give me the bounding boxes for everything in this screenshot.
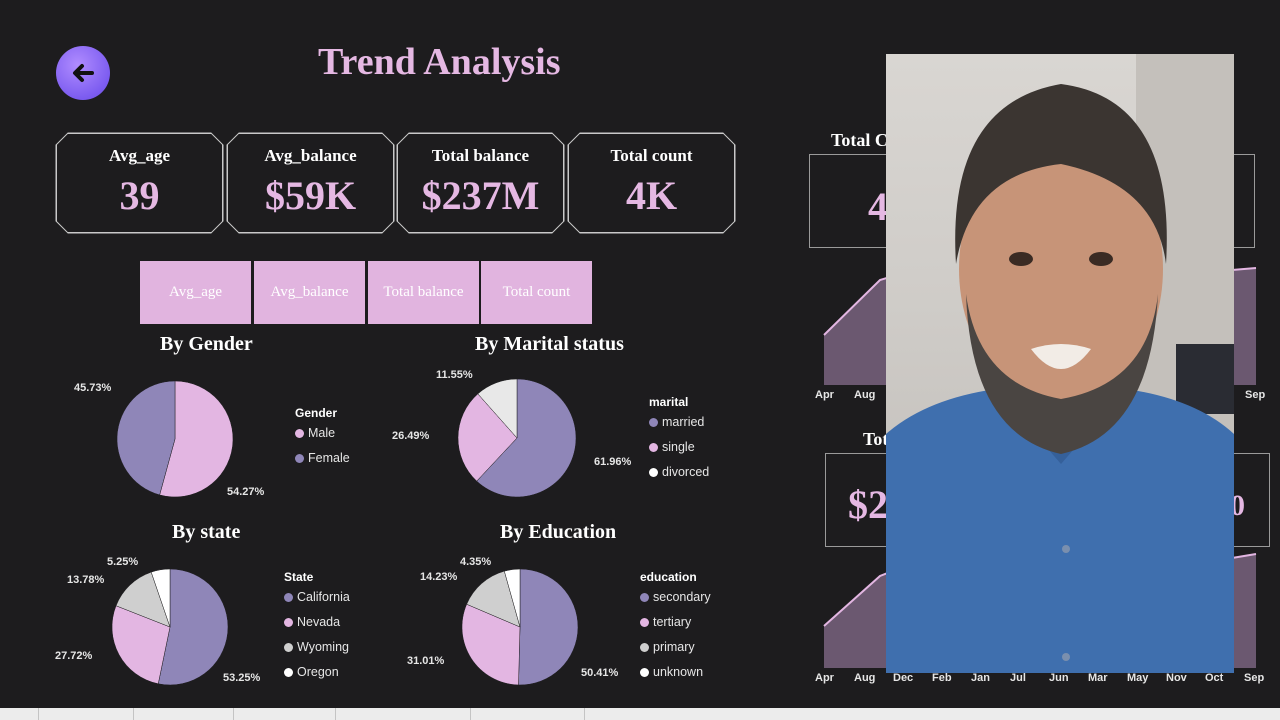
legend-item-secondary: secondary [640, 590, 711, 615]
legend-item-wyoming: Wyoming [284, 640, 350, 665]
tab-total-balance[interactable]: Total balance [368, 261, 479, 324]
legend-title: marital [649, 395, 689, 409]
gender-female-pct: 45.73% [74, 382, 112, 394]
state-wyoming-pct: 13.78% [67, 574, 105, 586]
back-button[interactable] [56, 46, 110, 100]
legend-title: Gender [295, 406, 338, 420]
legend-title: education [640, 570, 697, 584]
kpi-value: $59K [264, 173, 357, 218]
kpi-card-total-balance: Total balance $237M [397, 133, 564, 233]
pie-slice-divorced [477, 378, 518, 439]
pie-slice-unknown [504, 568, 521, 628]
pie-slice-oregon [150, 568, 171, 628]
right-bottom-month: Jan [971, 672, 990, 684]
state-chart-title: By state [172, 521, 241, 543]
state-legend: State California Nevada Wyoming Oregon [284, 570, 350, 690]
education-primary-pct: 14.23% [420, 571, 458, 583]
right-bottom-month: Apr [815, 672, 834, 684]
legend-item-primary: primary [640, 640, 711, 665]
legend-item-single: single [649, 440, 709, 465]
right-bottom-month: Aug [854, 672, 876, 684]
right-bottom-month: Jul [1010, 672, 1026, 684]
arrow-left-icon [73, 64, 94, 82]
gender-pie-chart [116, 380, 234, 498]
pie-slice-single [457, 393, 518, 482]
right-bottom-month: Dec [893, 672, 914, 684]
bottom-sheet-tab-bar [0, 708, 1280, 720]
kpi-label: Avg_balance [264, 146, 357, 165]
pie-slice-secondary [518, 568, 579, 686]
pie-slice-primary [466, 570, 521, 628]
presenter-image [886, 54, 1234, 673]
legend-item-female: Female [295, 451, 350, 476]
state-nevada-pct: 27.72% [55, 650, 93, 662]
right-top-month: Apr [815, 389, 834, 401]
legend-title: State [284, 570, 314, 584]
tab-total-count[interactable]: Total count [481, 261, 592, 324]
tab-avg-balance[interactable]: Avg_balance [254, 261, 365, 324]
gender-legend: Gender Male Female [295, 406, 350, 476]
marital-married-pct: 61.96% [594, 456, 632, 468]
state-oregon-pct: 5.25% [107, 556, 139, 568]
kpi-label: Total count [610, 146, 693, 165]
right-bottom-month: Sep [1244, 672, 1265, 684]
pie-slice-california [157, 568, 229, 686]
education-pie-chart [461, 568, 579, 686]
legend-item-california: California [284, 590, 350, 615]
right-bottom-month: May [1127, 672, 1149, 684]
tab-avg-age[interactable]: Avg_age [140, 261, 251, 324]
state-california-pct: 53.25% [223, 672, 261, 684]
kpi-value: $237M [421, 173, 540, 218]
kpi-card-total-count: Total count 4K [568, 133, 735, 233]
pie-slice-married [476, 378, 577, 498]
pie-slice-tertiary [461, 603, 521, 686]
kpi-label: Avg_age [108, 146, 171, 165]
education-secondary-pct: 50.41% [581, 667, 619, 679]
legend-item-male: Male [295, 426, 350, 451]
pie-slice-nevada [111, 605, 171, 685]
legend-item-tertiary: tertiary [640, 615, 711, 640]
marital-pie-chart [457, 378, 577, 498]
right-top-area-chart [823, 267, 1257, 385]
marital-single-pct: 26.49% [392, 430, 430, 442]
education-unknown-pct: 4.35% [460, 556, 492, 568]
education-chart-title: By Education [500, 521, 617, 543]
legend-item-unknown: unknown [640, 665, 711, 690]
right-bottom-kpi-value: $2 [848, 482, 888, 527]
kpi-card-avg-age: Avg_age 39 [56, 133, 223, 233]
legend-item-married: married [649, 415, 709, 440]
kpi-label: Total balance [431, 146, 530, 165]
right-top-month: Aug [854, 389, 876, 401]
gender-chart-title: By Gender [160, 333, 253, 355]
marital-divorced-pct: 11.55% [436, 369, 473, 381]
marital-legend: marital married single divorced [649, 395, 709, 490]
education-tertiary-pct: 31.01% [407, 655, 445, 667]
legend-item-nevada: Nevada [284, 615, 350, 640]
pie-slice-female [116, 380, 176, 496]
pie-slice-male [159, 380, 234, 498]
right-bottom-month: Feb [932, 672, 952, 684]
right-bottom-month: Oct [1205, 672, 1224, 684]
presenter-video-overlay [886, 54, 1234, 673]
right-bottom-month: Nov [1166, 672, 1187, 684]
marital-chart-title: By Marital status [475, 333, 624, 355]
kpi-value: 4K [625, 173, 678, 218]
right-bottom-area-chart [823, 553, 1257, 668]
education-legend: education secondary tertiary primary unk… [640, 570, 711, 690]
right-bottom-month: Jun [1049, 672, 1069, 684]
legend-item-oregon: Oregon [284, 665, 350, 690]
right-top-month: Sep [1245, 389, 1266, 401]
right-top-kpi-value: 4 [868, 184, 888, 229]
right-top-title: Total C [831, 130, 888, 150]
state-pie-chart [111, 568, 229, 686]
kpi-card-avg-balance: Avg_balance $59K [227, 133, 394, 233]
right-bottom-title: Tot [863, 429, 889, 449]
kpi-value: 39 [119, 173, 160, 218]
gender-male-pct: 54.27% [227, 486, 265, 498]
legend-item-divorced: divorced [649, 465, 709, 490]
page-title: Trend Analysis [318, 41, 561, 83]
right-bottom-month: Mar [1088, 672, 1108, 684]
